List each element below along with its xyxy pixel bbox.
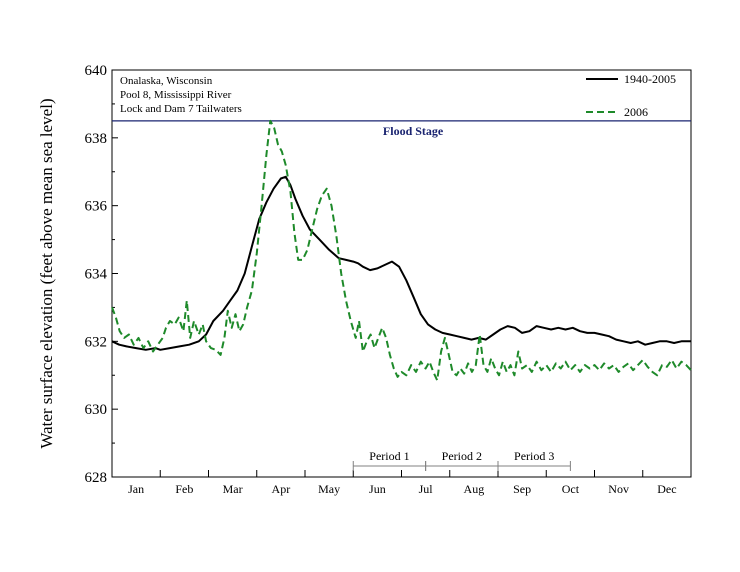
period-label: Period 1 (369, 449, 409, 463)
y-tick-label: 630 (85, 402, 108, 418)
location-annotation: Onalaska, Wisconsin Pool 8, Mississippi … (120, 75, 242, 115)
x-tick-label: Mar (223, 482, 243, 496)
y-tick-label: 638 (85, 131, 108, 147)
x-tick-label: Apr (272, 482, 291, 496)
x-tick-label: Jan (128, 482, 144, 496)
period-brackets: Period 1 Period 2 Period 3 (352, 449, 571, 471)
series-line-2 (111, 119, 692, 382)
annotation-line-2: Pool 8, Mississippi River (120, 89, 232, 101)
x-tick-label: Jul (419, 482, 434, 496)
y-axis-label: Water surface elevation (feet above mean… (37, 98, 56, 448)
series-layer (111, 119, 692, 382)
period-label: Period 2 (442, 449, 482, 463)
x-tick-label: Nov (608, 482, 629, 496)
flood-stage-label: Flood Stage (383, 124, 444, 138)
annotation-line-1: Onalaska, Wisconsin (120, 75, 213, 87)
y-tick-label: 628 (85, 470, 108, 486)
y-tick-label: 636 (85, 199, 108, 215)
series-line-1 (111, 175, 691, 351)
y-tick-label: 640 (85, 63, 108, 79)
period-label: Period 3 (514, 449, 554, 463)
x-tick-label: Aug (464, 482, 485, 496)
legend-label: 1940-2005 (624, 72, 676, 86)
y-tick-label: 634 (85, 267, 108, 283)
legend: 1940-2005 2006 (586, 72, 676, 119)
x-tick-label: Feb (175, 482, 193, 496)
annotation-line-3: Lock and Dam 7 Tailwaters (120, 103, 242, 115)
x-axis: Jan Feb Mar Apr May Jun Jul Aug Sep Oct Nov Dec (111, 470, 692, 496)
x-tick-label: Sep (513, 482, 531, 496)
x-tick-label: Jun (369, 482, 386, 496)
legend-label: 2006 (624, 105, 648, 119)
y-axis: 628 630 632 634 636 638 640 (85, 63, 118, 486)
flood-stage-reference: Flood Stage (112, 120, 691, 138)
x-tick-label: Dec (657, 482, 676, 496)
y-tick-label: 632 (85, 334, 108, 350)
x-tick-label: Oct (562, 482, 580, 496)
x-tick-label: May (318, 482, 340, 496)
